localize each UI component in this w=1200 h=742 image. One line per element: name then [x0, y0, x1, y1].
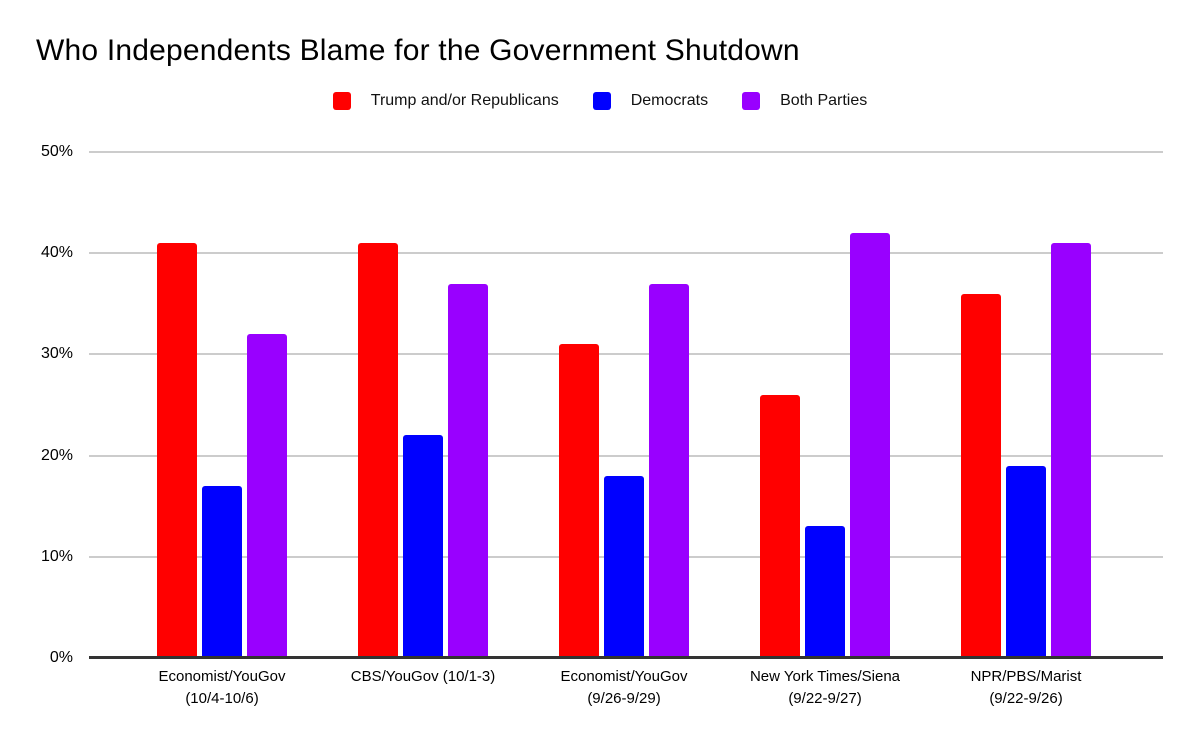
- bar-democrats-group3: [604, 475, 644, 658]
- bar-democrats-group1: [202, 485, 242, 658]
- bar-both-parties-group3: [649, 283, 689, 658]
- bar-trump-and-or-republicans-group2: [358, 243, 398, 658]
- gridline-40: [89, 252, 1163, 255]
- legend-item-both-parties: Both Parties: [742, 92, 867, 110]
- x-axis-label-line: Economist/YouGov: [560, 668, 688, 685]
- x-axis-label-line: Economist/YouGov: [158, 668, 286, 685]
- gridline-50: [89, 151, 1163, 153]
- legend-label: Democrats: [630, 92, 709, 109]
- legend-swatch-trump-and-or-republicans: [332, 92, 351, 110]
- x-axis-label-line: New York Times/Siena: [749, 668, 901, 685]
- y-tick-label-20: 20%: [40, 446, 73, 464]
- bar-trump-and-or-republicans-group1: [157, 243, 197, 658]
- legend-label: Trump and/or Republicans: [370, 92, 559, 109]
- bar-both-parties-group4: [850, 232, 890, 658]
- bar-democrats-group5: [1006, 465, 1046, 658]
- x-axis-label-line: (10/4-10/6): [185, 690, 259, 707]
- legend-swatch-democrats: [592, 92, 611, 110]
- x-axis-label-group5: NPR/PBS/Marist (9/22-9/26): [911, 666, 1141, 710]
- y-tick-label-10: 10%: [40, 547, 73, 565]
- bar-trump-and-or-republicans-group3: [559, 344, 599, 658]
- x-axis-label-line: CBS/YouGov (10/1-3): [350, 668, 496, 685]
- x-axis-label-group3: Economist/YouGov (9/26-9/29): [509, 666, 739, 710]
- bar-trump-and-or-republicans-group4: [760, 394, 800, 658]
- x-axis-label-line: (9/26-9/29): [587, 690, 661, 707]
- y-tick-label-30: 30%: [40, 345, 73, 363]
- bar-democrats-group4: [805, 526, 845, 658]
- y-tick-label-50: 50%: [40, 143, 73, 160]
- legend-item-democrats: Democrats: [592, 92, 709, 110]
- x-axis-label-group4: New York Times/Siena (9/22-9/27): [710, 666, 940, 710]
- chart-title: Who Independents Blame for the Governmen…: [36, 34, 800, 67]
- gridline-30: [89, 353, 1163, 356]
- legend-swatch-both-parties: [742, 92, 761, 110]
- bar-trump-and-or-republicans-group5: [961, 293, 1001, 658]
- bar-both-parties-group5: [1051, 243, 1091, 658]
- x-axis-label-line: (9/22-9/26): [989, 690, 1063, 707]
- x-axis-label-group2: CBS/YouGov (10/1-3): [308, 666, 538, 688]
- legend: Trump and/or Republicans Democrats Both Pa…: [0, 92, 1200, 110]
- x-axis-label-line: NPR/PBS/Marist: [970, 668, 1082, 685]
- gridline-20: [89, 454, 1163, 457]
- plot-area: [89, 151, 1163, 659]
- bar-both-parties-group2: [448, 283, 488, 658]
- x-axis-label-group1: Economist/YouGov (10/4-10/6): [107, 666, 337, 710]
- bar-democrats-group2: [403, 435, 443, 658]
- x-axis-line: [89, 656, 1163, 659]
- legend-label: Both Parties: [780, 92, 868, 109]
- x-axis-label-line: (9/22-9/27): [788, 690, 862, 707]
- bar-both-parties-group1: [247, 334, 287, 658]
- legend-item-trump-and-or-republicans: Trump and/or Republicans: [332, 92, 559, 110]
- y-tick-label-0: 0%: [49, 649, 73, 666]
- y-tick-label-40: 40%: [40, 244, 73, 262]
